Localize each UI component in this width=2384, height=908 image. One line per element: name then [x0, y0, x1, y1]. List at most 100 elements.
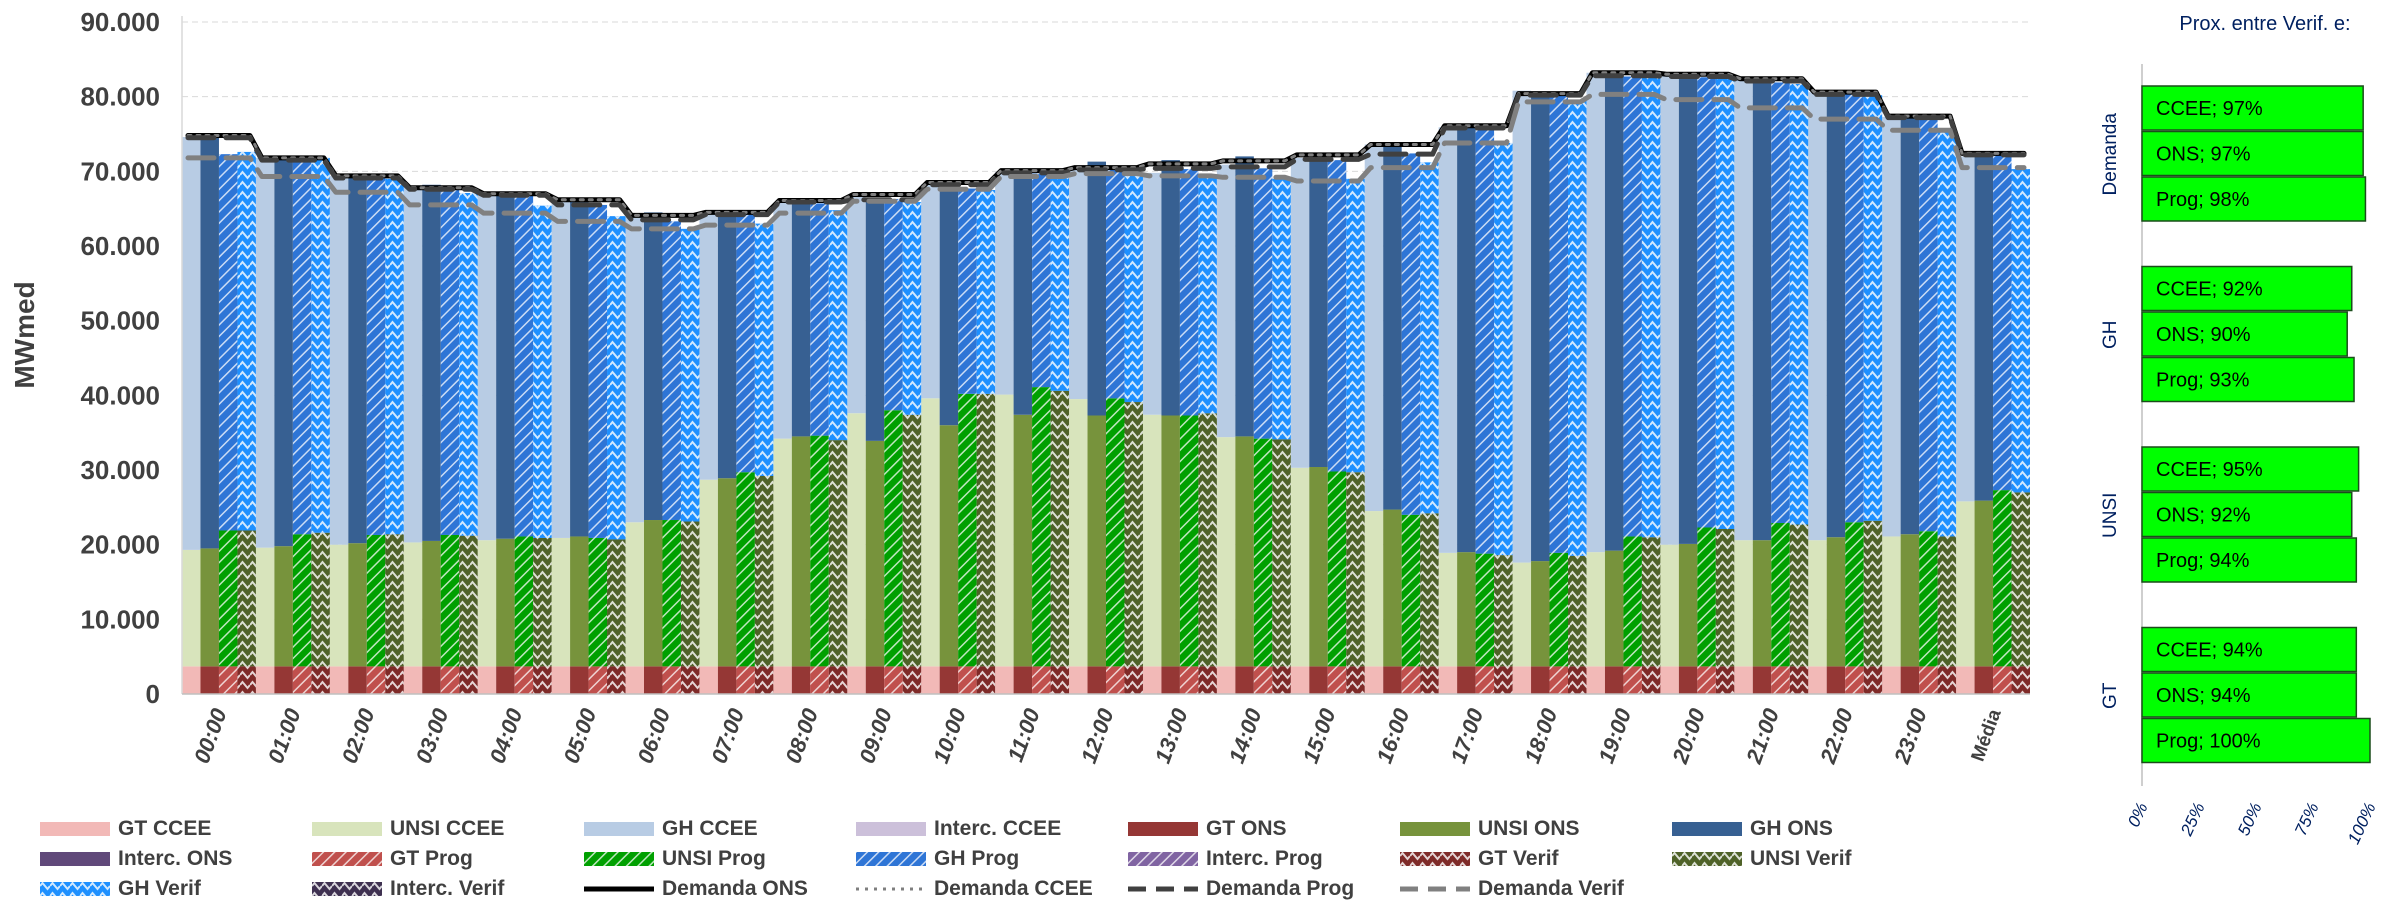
legend-swatch [584, 822, 654, 836]
x-tick-label: 09:00 [854, 704, 897, 766]
bar-pattern-gt-verif [1124, 666, 1143, 694]
bar-gt-ccee [1956, 666, 1975, 694]
legend-label: Interc. Prog [1206, 847, 1323, 870]
bar-gt-ccee [1290, 666, 1310, 694]
side-x-tick-label: 25% [2177, 800, 2209, 840]
bar-pattern-gh-verif [1124, 172, 1143, 403]
bar-unsi-ccee [1069, 399, 1088, 667]
bar-unsi-ccee [625, 522, 644, 667]
legend-swatch [1400, 822, 1470, 836]
legend-label: Interc. CCEE [934, 817, 1062, 840]
bar-unsi-ccee [1586, 552, 1605, 667]
bar-pattern-unsi-prog [1401, 514, 1421, 667]
bar-pattern-gt-verif [1346, 666, 1365, 694]
bar-gh-ons [1087, 161, 1106, 416]
bar-pattern-gh-verif [311, 157, 330, 533]
legend-item-unsi-ccee: UNSI CCEE [312, 816, 504, 842]
legend-label: GT Verif [1478, 847, 1559, 870]
side-bar-label: ONS; 94% [2156, 685, 2251, 707]
bar-pattern-gt-verif [1494, 666, 1513, 694]
y-axis-title: MWmed [9, 281, 40, 388]
bar-gh-ccee [699, 213, 718, 480]
bar-unsi-ons [1013, 414, 1033, 667]
bar-pattern-gt-verif [1568, 666, 1587, 694]
bar-pattern-unsi-prog [662, 520, 681, 667]
side-bar-label: CCEE; 97% [2156, 98, 2263, 120]
side-group-label: UNSI [2100, 493, 2121, 538]
bar-gh-ccee [995, 172, 1014, 395]
x-tick-label: Média [1968, 706, 2006, 764]
bar-gt-ccee [1660, 666, 1679, 694]
bar-gh-ons [1531, 91, 1550, 562]
bar-pattern-gh-verif [237, 151, 256, 531]
bar-unsi-ons [348, 543, 367, 667]
bar-unsi-ccee [403, 542, 423, 667]
bar-pattern-gh-verif [2011, 169, 2030, 493]
bar-pattern-gh-verif [1568, 100, 1587, 556]
legend-swatch [312, 882, 382, 896]
x-tick-label: 10:00 [928, 704, 971, 766]
bar-gh-ons [274, 156, 293, 547]
bar-unsi-ons [1309, 467, 1328, 667]
legend-item-gh-verif: GH Verif [40, 876, 201, 902]
bar-unsi-ons [496, 538, 515, 667]
bar-pattern-gt-verif [1789, 666, 1809, 694]
bar-gh-ons [422, 184, 441, 541]
bar-pattern-gh-prog [1106, 167, 1125, 399]
side-bar-label: CCEE; 92% [2156, 279, 2263, 301]
bar-gt-ons [791, 666, 811, 694]
bar-gh-ccee [255, 157, 275, 548]
bar-unsi-ons [1161, 415, 1180, 667]
bar-unsi-ons [1457, 552, 1476, 667]
x-tick-label: 14:00 [1224, 704, 1267, 766]
legend-swatch [1400, 886, 1470, 892]
bar-pattern-unsi-verif [1272, 439, 1291, 667]
bar-pattern-gh-prog [810, 203, 829, 436]
legend-item-gt-prog: GT Prog [312, 846, 473, 872]
bar-pattern-gh-verif [1346, 178, 1365, 473]
bar-unsi-ons [791, 436, 811, 667]
bar-gh-ccee [1882, 116, 1901, 537]
bar-pattern-unsi-verif [2011, 492, 2030, 667]
y-tick-label: 20.000 [80, 530, 160, 560]
legend-swatch [1672, 822, 1742, 836]
bar-gt-ccee [1364, 666, 1384, 694]
bar-pattern-gt-prog [1771, 666, 1790, 694]
bar-unsi-ons [1087, 415, 1106, 667]
legend-item-gh-ccee: GH CCEE [584, 816, 758, 842]
y-tick-label: 70.000 [80, 156, 160, 186]
legend-swatch [40, 852, 110, 866]
legend-label: GT ONS [1206, 817, 1287, 840]
bar-pattern-gt-prog [1697, 666, 1716, 694]
bar-pattern-unsi-verif [533, 537, 552, 667]
bar-pattern-unsi-prog [366, 534, 386, 667]
y-tick-label: 80.000 [80, 82, 160, 112]
side-bar-label: Prog; 94% [2156, 550, 2250, 572]
bar-pattern-unsi-prog [810, 435, 829, 667]
bar-gt-ons [644, 666, 663, 694]
bar-pattern-unsi-prog [1179, 415, 1199, 667]
bar-gt-ons [1900, 666, 1920, 694]
bar-unsi-ccee [699, 479, 718, 667]
bar-pattern-gt-prog [1549, 666, 1568, 694]
bar-unsi-ccee [995, 394, 1014, 667]
legend-label: Interc. ONS [118, 847, 233, 870]
bar-pattern-gt-verif [237, 666, 256, 694]
bar-gh-ons [1161, 160, 1180, 416]
y-tick-label: 0 [146, 679, 160, 709]
bar-pattern-unsi-verif [1937, 536, 1957, 667]
bar-gt-ccee [847, 666, 866, 694]
bar-pattern-gh-verif [1420, 162, 1439, 514]
bar-pattern-gt-prog [1401, 666, 1421, 694]
bar-gh-ons [1235, 156, 1254, 437]
x-tick-label: 16:00 [1372, 704, 1415, 766]
bar-pattern-gt-prog [1327, 666, 1347, 694]
bar-gh-ons [865, 199, 885, 441]
bar-pattern-gh-prog [736, 214, 755, 473]
bar-unsi-ccee [921, 398, 940, 667]
bar-unsi-ccee [1364, 511, 1384, 667]
side-bar-label: CCEE; 95% [2156, 459, 2263, 481]
bar-pattern-gt-verif [1050, 666, 1070, 694]
bar-unsi-ons [717, 478, 737, 667]
side-bar [2141, 176, 2367, 222]
